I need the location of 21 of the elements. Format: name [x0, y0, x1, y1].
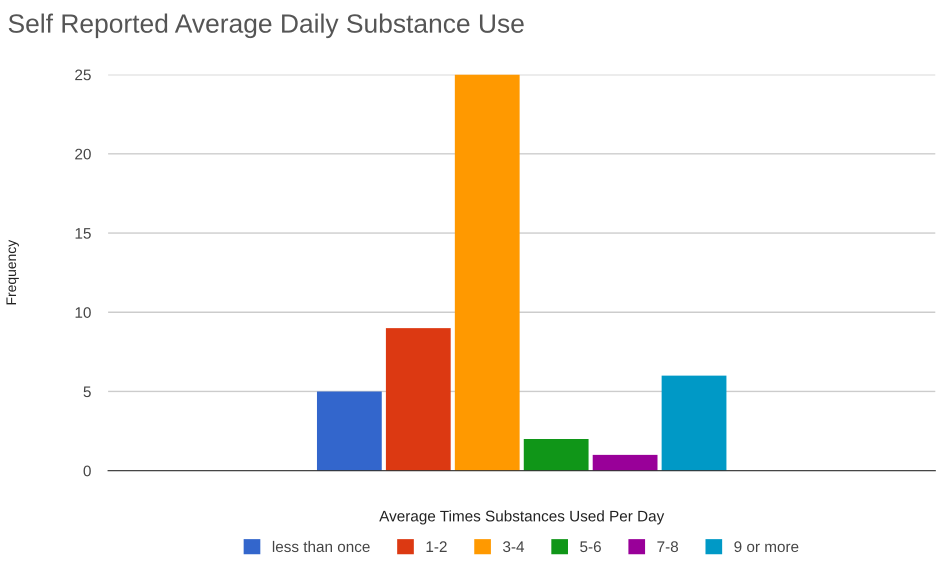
legend-label: 1-2 — [426, 541, 447, 552]
chart-title: Self Reported Average Daily Substance Use — [8, 14, 524, 38]
x-axis-title: Average Times Substances Used Per Day — [379, 510, 664, 525]
legend-label: 5-6 — [580, 541, 601, 552]
bar — [316, 391, 382, 471]
legend-label: 7-8 — [657, 541, 678, 552]
bar — [386, 328, 451, 471]
y-tick-label: 10 — [76, 307, 91, 318]
legend-label: 9 or more — [734, 541, 798, 552]
y-tick-label: 25 — [75, 69, 91, 80]
bar — [454, 74, 520, 471]
y-axis-title: Frequency — [6, 240, 19, 304]
y-tick-label: 20 — [75, 148, 91, 160]
bar — [524, 438, 589, 471]
y-tick-label: 5 — [84, 386, 91, 398]
y-tick-label: 15 — [76, 228, 91, 239]
bar — [662, 376, 726, 471]
legend-label: less than once — [272, 540, 370, 552]
y-tick-label: 0 — [84, 466, 91, 476]
bar — [592, 454, 658, 471]
legend-label: 3-4 — [503, 541, 524, 552]
